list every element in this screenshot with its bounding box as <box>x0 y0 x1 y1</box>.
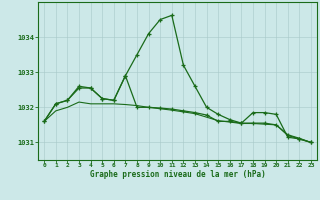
X-axis label: Graphe pression niveau de la mer (hPa): Graphe pression niveau de la mer (hPa) <box>90 170 266 179</box>
